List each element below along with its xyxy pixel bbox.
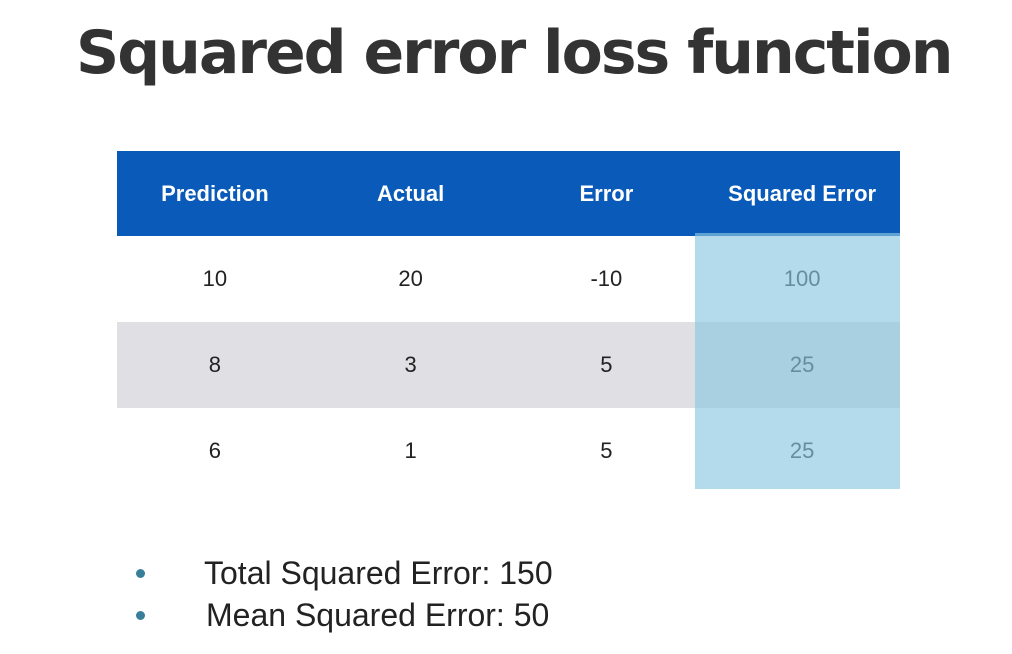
cell-squared-error: 25 xyxy=(704,322,900,408)
cell-error: 5 xyxy=(508,322,705,408)
cell-error: -10 xyxy=(508,236,705,322)
bullet-text: Total Squared Error: 150 xyxy=(204,555,553,591)
cell-actual: 3 xyxy=(312,322,509,408)
table-header-row: Prediction Actual Error Squared Error xyxy=(117,151,900,236)
header-squared-error: Squared Error xyxy=(704,151,900,236)
header-prediction: Prediction xyxy=(117,151,313,236)
cell-prediction: 10 xyxy=(117,236,313,322)
cell-actual: 1 xyxy=(312,408,509,494)
page-title: Squared error loss function xyxy=(76,18,953,88)
header-error: Error xyxy=(508,151,705,236)
header-actual: Actual xyxy=(312,151,509,236)
cell-prediction: 8 xyxy=(117,322,313,408)
table-row: 8 3 5 25 xyxy=(117,322,900,408)
error-table: Prediction Actual Error Squared Error 10… xyxy=(117,151,900,494)
bullet-text: Mean Squared Error: 50 xyxy=(206,597,550,633)
table-row: 6 1 5 25 xyxy=(117,408,900,494)
cell-error: 5 xyxy=(508,408,705,494)
cell-squared-error: 100 xyxy=(704,236,900,322)
bullet-dot-icon xyxy=(136,611,145,620)
error-table-container: Prediction Actual Error Squared Error 10… xyxy=(117,151,900,494)
bullet-dot-icon xyxy=(136,569,145,578)
cell-squared-error: 25 xyxy=(704,408,900,494)
cell-actual: 20 xyxy=(312,236,509,322)
table-row: 10 20 -10 100 xyxy=(117,236,900,322)
cell-prediction: 6 xyxy=(117,408,313,494)
